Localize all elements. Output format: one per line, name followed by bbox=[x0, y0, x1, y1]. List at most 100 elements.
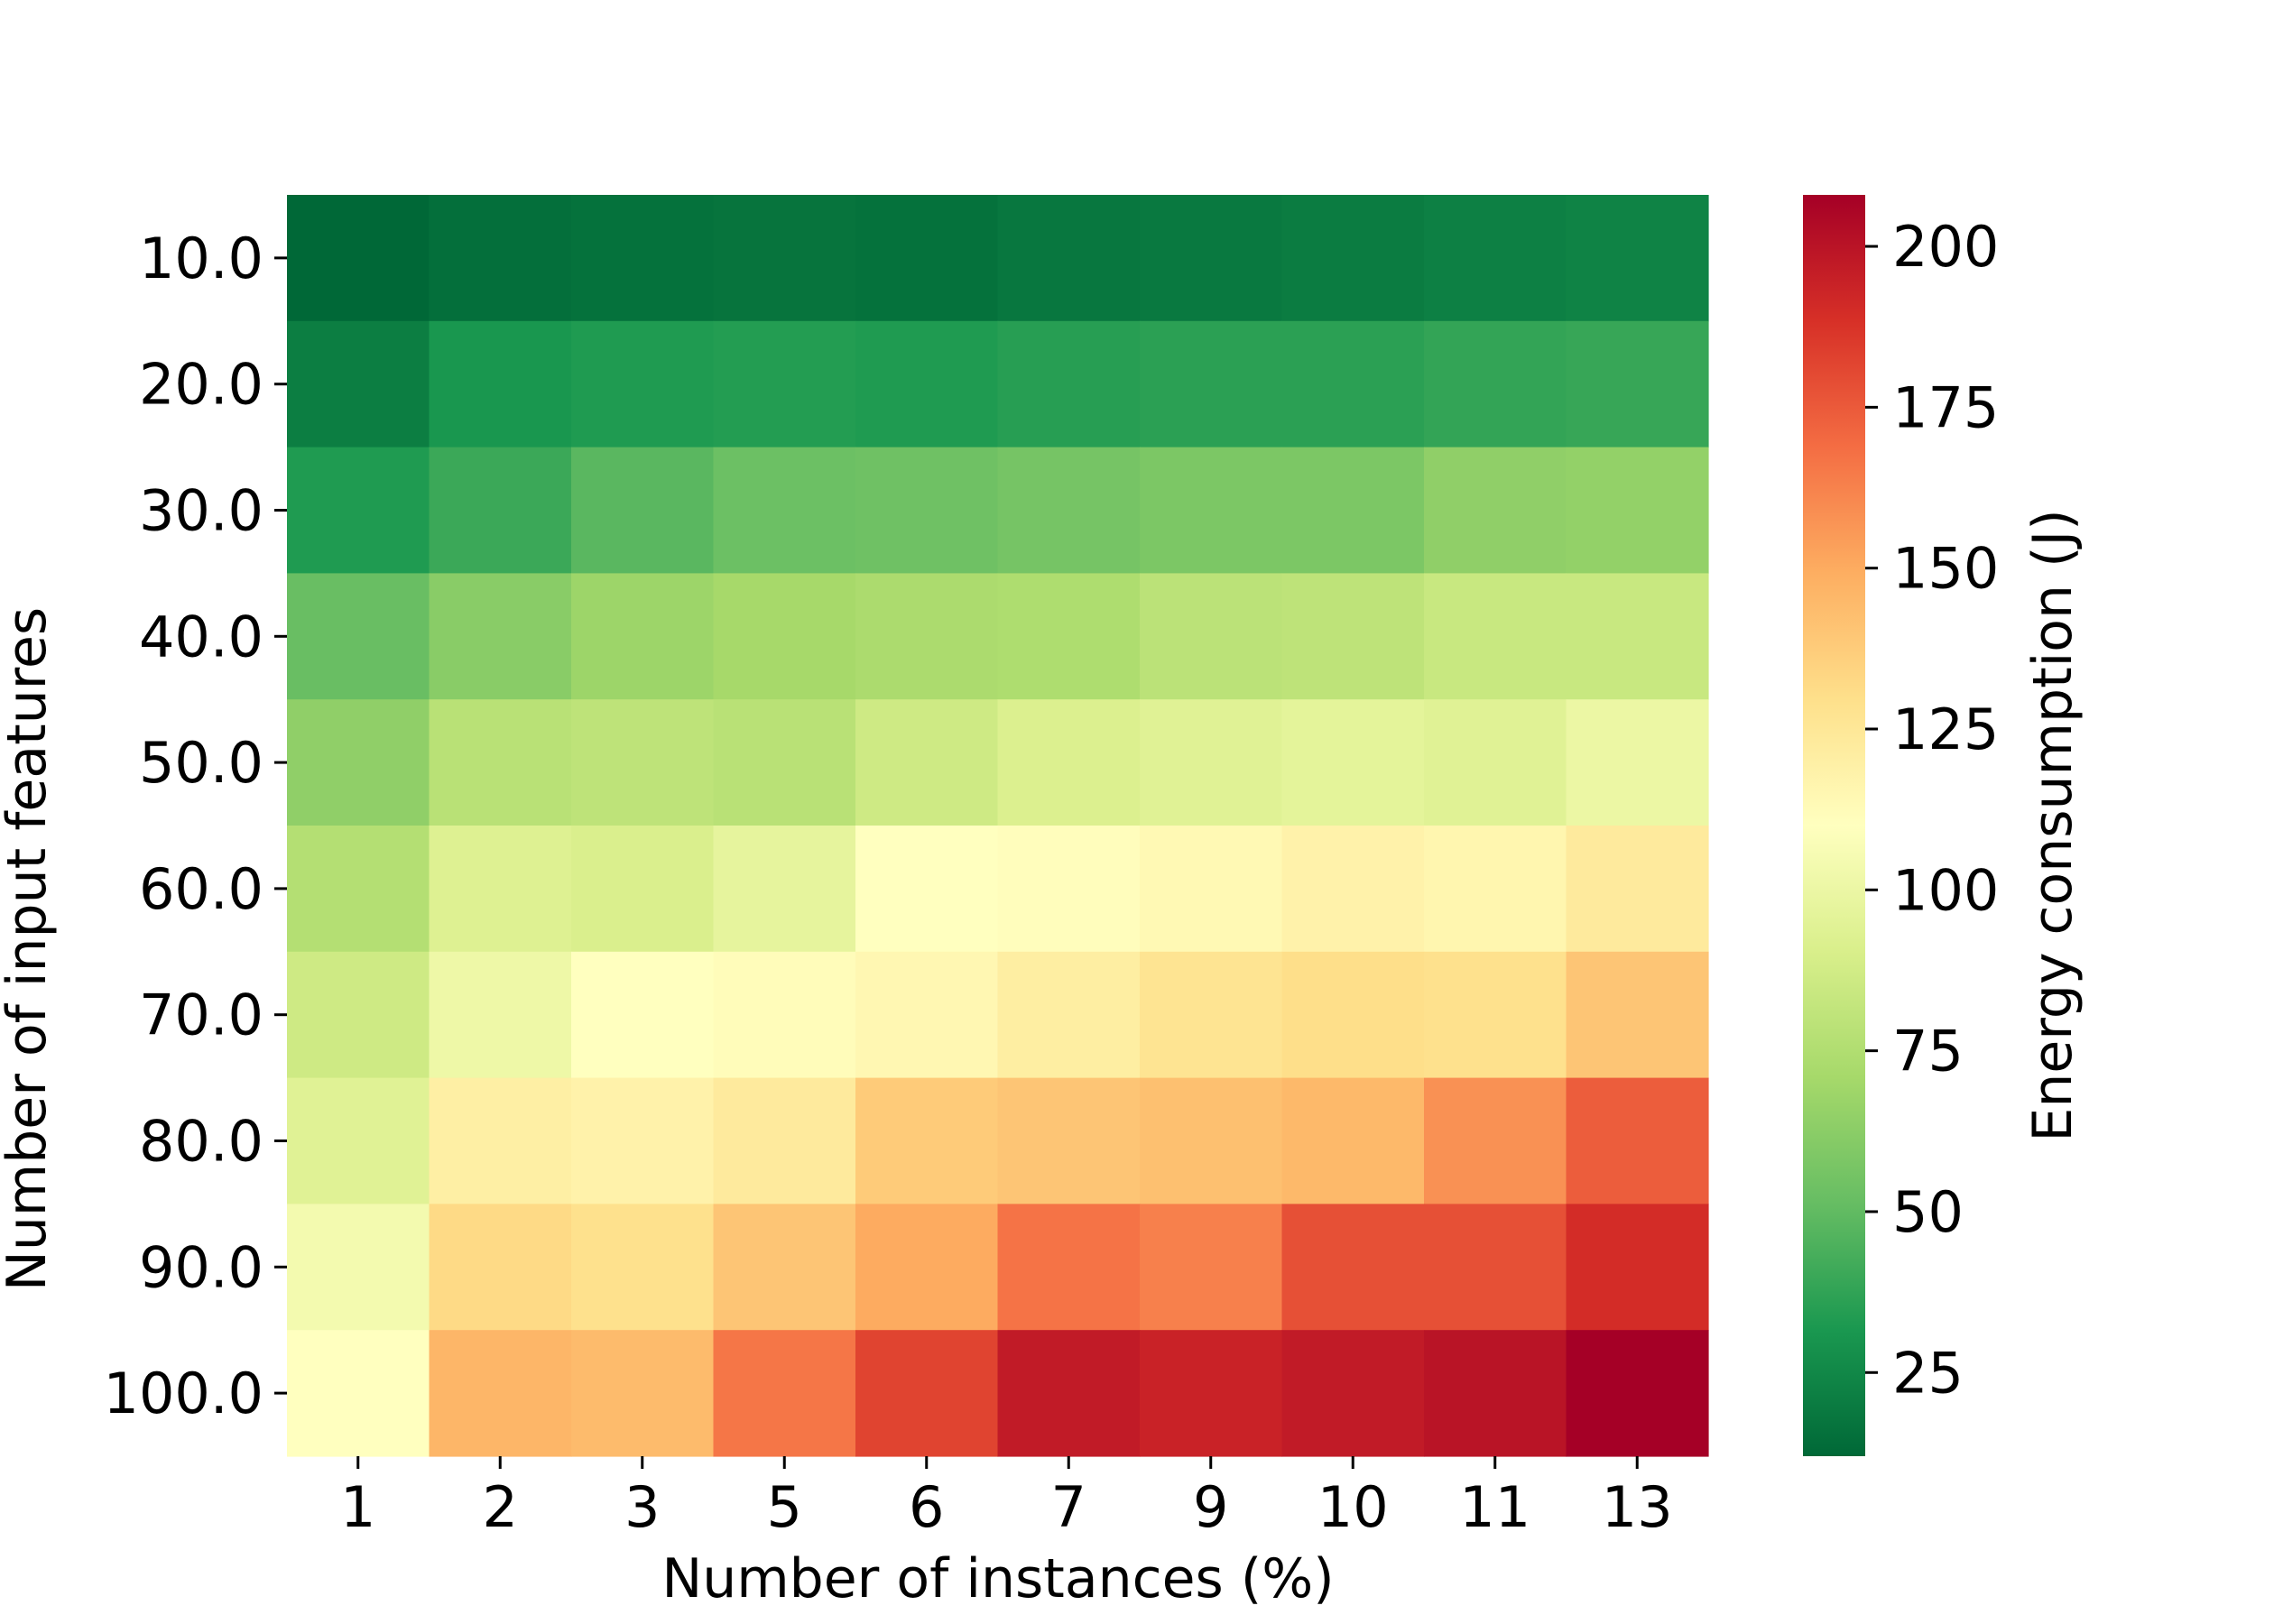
heatmap-cell bbox=[571, 447, 715, 574]
heatmap-cell bbox=[713, 1204, 856, 1331]
heatmap-cell bbox=[713, 447, 856, 574]
colorbar-tick-label: 200 bbox=[1892, 214, 1999, 280]
heatmap-cell bbox=[1424, 1077, 1567, 1204]
heatmap-cell bbox=[1140, 1077, 1283, 1204]
heatmap-cell bbox=[287, 1077, 430, 1204]
heatmap-cell bbox=[571, 320, 715, 448]
heatmap-cell bbox=[1424, 320, 1567, 448]
heatmap-cell bbox=[429, 195, 572, 322]
heatmap-cell bbox=[429, 447, 572, 574]
colorbar-tick-label: 25 bbox=[1892, 1340, 1964, 1406]
y-tick-label: 30.0 bbox=[139, 478, 263, 544]
heatmap-cell bbox=[1424, 447, 1567, 574]
heatmap-cell bbox=[287, 699, 430, 826]
heatmap-cell bbox=[1140, 573, 1283, 700]
heatmap-cell bbox=[287, 1330, 430, 1457]
heatmap-cell bbox=[1566, 195, 1709, 322]
x-tick-label: 5 bbox=[767, 1474, 802, 1540]
heatmap-cell bbox=[997, 1204, 1141, 1331]
x-tick-label: 11 bbox=[1459, 1474, 1530, 1540]
heatmap-cell bbox=[997, 1077, 1141, 1204]
y-tick-label: 60.0 bbox=[139, 856, 263, 922]
y-tick-label: 10.0 bbox=[139, 226, 263, 291]
colorbar bbox=[1803, 195, 1865, 1456]
heatmap-cell bbox=[1281, 320, 1425, 448]
heatmap-cell bbox=[287, 195, 430, 322]
x-axis-ticks: 1 2 3 5 6 7 9 10 11 13 bbox=[340, 1456, 1673, 1540]
heatmap-cell bbox=[713, 195, 856, 322]
heatmap-cell bbox=[1424, 195, 1567, 322]
heatmap-cell bbox=[855, 573, 999, 700]
y-tick-label: 50.0 bbox=[139, 730, 263, 796]
heatmap-cell bbox=[1140, 699, 1283, 826]
heatmap-cell bbox=[571, 195, 715, 322]
heatmap-cell bbox=[287, 951, 430, 1079]
heatmap-cell bbox=[713, 699, 856, 826]
heatmap-cell bbox=[1424, 699, 1567, 826]
heatmap-cell bbox=[1281, 1330, 1425, 1457]
y-tick-label: 40.0 bbox=[139, 604, 263, 669]
heatmap-cell bbox=[429, 951, 572, 1079]
heatmap-cell bbox=[855, 320, 999, 448]
x-tick-label: 3 bbox=[624, 1474, 660, 1540]
heatmap-cell bbox=[1566, 1330, 1709, 1457]
heatmap-cell bbox=[997, 1330, 1141, 1457]
heatmap-cell bbox=[429, 1204, 572, 1331]
x-tick-label: 2 bbox=[483, 1474, 518, 1540]
heatmap-cell bbox=[571, 826, 715, 953]
heatmap-cell bbox=[1281, 1204, 1425, 1331]
heatmap-cell bbox=[429, 1077, 572, 1204]
heatmap-cell bbox=[855, 826, 999, 953]
heatmap-cell bbox=[1281, 195, 1425, 322]
heatmap-cell bbox=[1424, 826, 1567, 953]
heatmap-cell bbox=[1140, 951, 1283, 1079]
heatmap-cell bbox=[855, 951, 999, 1079]
heatmap-cell bbox=[1281, 573, 1425, 700]
heatmap-cell bbox=[1140, 447, 1283, 574]
heatmap-cell bbox=[1140, 826, 1283, 953]
y-tick-label: 70.0 bbox=[139, 983, 263, 1048]
heatmap-cell bbox=[1566, 699, 1709, 826]
heatmap-cell bbox=[429, 573, 572, 700]
heatmap-cell bbox=[287, 447, 430, 574]
heatmap-cell bbox=[287, 1204, 430, 1331]
x-axis-label: Number of instances (%) bbox=[661, 1547, 1334, 1610]
heatmap-cell bbox=[571, 1077, 715, 1204]
colorbar-tick-label: 150 bbox=[1892, 536, 1999, 602]
colorbar-tick-label: 50 bbox=[1892, 1179, 1964, 1245]
heatmap-cell bbox=[997, 320, 1141, 448]
heatmap-cell bbox=[1566, 1204, 1709, 1331]
heatmap-cell bbox=[1566, 826, 1709, 953]
heatmap-cell bbox=[1566, 573, 1709, 700]
heatmap-cell bbox=[429, 826, 572, 953]
y-tick-label: 100.0 bbox=[104, 1361, 264, 1426]
x-tick-label: 10 bbox=[1317, 1474, 1389, 1540]
heatmap-cell bbox=[855, 195, 999, 322]
y-tick-label: 20.0 bbox=[139, 352, 263, 418]
heatmap-cell bbox=[1424, 951, 1567, 1079]
heatmap-cell bbox=[1140, 1204, 1283, 1331]
colorbar-tick-label: 125 bbox=[1892, 697, 1999, 762]
y-axis-ticks: 10.0 20.0 30.0 40.0 50.0 60.0 70.0 80.0 90.0 100.… bbox=[104, 226, 287, 1426]
heatmap-cell bbox=[1281, 447, 1425, 574]
colorbar-label: Energy consumption (J) bbox=[2021, 509, 2084, 1141]
y-axis-label: Number of input features bbox=[0, 607, 59, 1291]
heatmap-cell bbox=[429, 699, 572, 826]
heatmap-cell bbox=[1566, 1077, 1709, 1204]
heatmap-cell bbox=[429, 1330, 572, 1457]
heatmap-cell bbox=[1566, 320, 1709, 448]
heatmap-cell bbox=[1424, 573, 1567, 700]
colorbar-tick-label: 175 bbox=[1892, 374, 1999, 440]
heatmap-cell bbox=[997, 447, 1141, 574]
heatmap-cell bbox=[1281, 951, 1425, 1079]
x-tick-label: 7 bbox=[1051, 1474, 1086, 1540]
heatmap-cell bbox=[713, 951, 856, 1079]
heatmap-cell bbox=[713, 826, 856, 953]
colorbar-tick-label: 75 bbox=[1892, 1019, 1964, 1084]
heatmap-cell bbox=[429, 320, 572, 448]
heatmap-cell bbox=[1140, 1330, 1283, 1457]
heatmap-cells bbox=[287, 195, 1709, 1457]
heatmap-cell bbox=[287, 826, 430, 953]
heatmap-cell bbox=[1140, 195, 1283, 322]
